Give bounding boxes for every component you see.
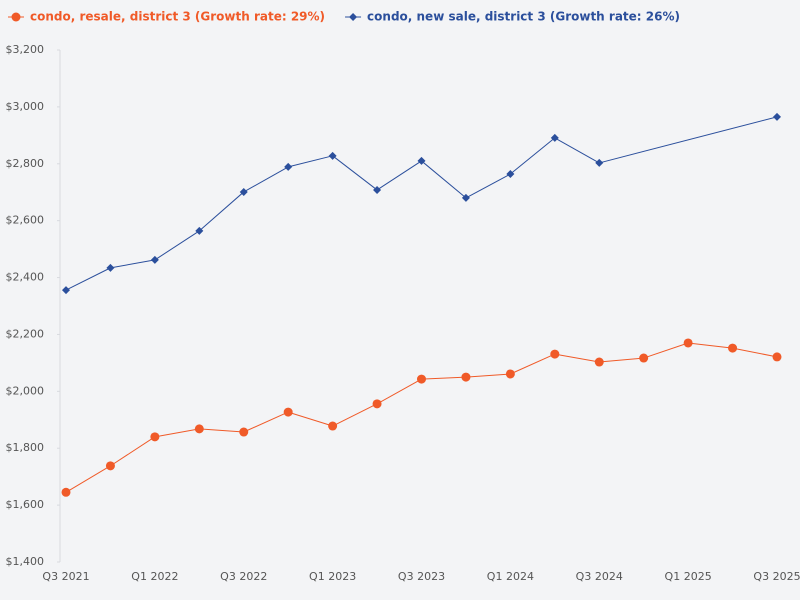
point bbox=[417, 156, 426, 165]
line-segment bbox=[198, 191, 245, 232]
line-segment bbox=[554, 353, 600, 363]
line-segment bbox=[154, 230, 200, 261]
point bbox=[594, 357, 604, 367]
x-tick-label: Q1 2022 bbox=[131, 570, 178, 583]
point bbox=[772, 352, 782, 362]
y-tick-label: $2,000 bbox=[6, 384, 45, 397]
line-segment bbox=[243, 166, 289, 193]
line-segment bbox=[465, 373, 511, 378]
point bbox=[506, 170, 515, 179]
line-segment bbox=[110, 259, 155, 269]
x-tick-label: Q1 2024 bbox=[487, 570, 534, 583]
line-segment bbox=[599, 116, 778, 164]
line-segment bbox=[110, 436, 156, 467]
point bbox=[373, 185, 382, 194]
y-tick-label: $1,400 bbox=[6, 555, 45, 568]
line-segment bbox=[510, 353, 556, 375]
line-segment bbox=[65, 267, 111, 291]
y-tick-label: $1,800 bbox=[6, 441, 45, 454]
point bbox=[239, 427, 249, 437]
point bbox=[283, 407, 293, 417]
y-tick-label: $2,600 bbox=[6, 214, 45, 227]
line-segment bbox=[288, 155, 333, 168]
point bbox=[683, 338, 693, 348]
x-tick-label: Q3 2025 bbox=[753, 570, 800, 583]
line-segment bbox=[732, 347, 778, 358]
line-segment bbox=[421, 160, 467, 199]
x-tick-label: Q1 2023 bbox=[309, 570, 356, 583]
point bbox=[639, 353, 649, 363]
point bbox=[194, 424, 204, 434]
point bbox=[239, 187, 248, 196]
point bbox=[105, 461, 115, 471]
x-tick-label: Q3 2024 bbox=[576, 570, 623, 583]
line-segment bbox=[554, 137, 600, 164]
line-segment bbox=[688, 342, 733, 349]
point bbox=[461, 372, 471, 382]
line-segment bbox=[421, 376, 466, 380]
x-tick-label: Q3 2022 bbox=[220, 570, 267, 583]
point bbox=[728, 343, 738, 353]
point bbox=[11, 12, 21, 22]
point bbox=[550, 349, 560, 359]
point bbox=[461, 193, 470, 202]
point bbox=[284, 162, 293, 171]
point bbox=[150, 432, 160, 442]
line-segment bbox=[154, 428, 200, 438]
line-segment bbox=[199, 428, 244, 433]
x-tick-label: Q1 2025 bbox=[665, 570, 712, 583]
point bbox=[372, 399, 382, 409]
y-tick-label: $2,200 bbox=[6, 327, 45, 340]
legend-label: condo, new sale, district 3 (Growth rate… bbox=[367, 10, 680, 24]
y-tick-label: $2,800 bbox=[6, 157, 45, 170]
line-segment bbox=[243, 411, 289, 433]
line-segment bbox=[465, 173, 511, 199]
point bbox=[61, 487, 71, 497]
point bbox=[550, 133, 559, 142]
line-segment bbox=[376, 378, 422, 405]
point bbox=[595, 158, 604, 167]
line-segment bbox=[510, 137, 556, 175]
point bbox=[417, 374, 426, 384]
point bbox=[349, 13, 358, 21]
line-segment bbox=[376, 160, 422, 191]
point bbox=[195, 226, 204, 235]
line-segment bbox=[643, 342, 689, 359]
y-tick-label: $3,200 bbox=[6, 43, 45, 56]
line-segment bbox=[599, 357, 644, 363]
line-segment bbox=[288, 411, 333, 427]
y-tick-label: $3,000 bbox=[6, 100, 45, 113]
point bbox=[328, 421, 338, 431]
line-segment bbox=[65, 465, 111, 493]
line-segment bbox=[332, 403, 378, 427]
x-tick-label: Q3 2021 bbox=[42, 570, 89, 583]
point bbox=[62, 286, 70, 295]
legend-label: condo, resale, district 3 (Growth rate: … bbox=[30, 10, 325, 24]
point bbox=[328, 151, 337, 160]
point bbox=[773, 112, 781, 121]
point bbox=[505, 369, 515, 379]
point bbox=[106, 263, 115, 272]
y-tick-label: $2,400 bbox=[6, 271, 45, 284]
x-tick-label: Q3 2023 bbox=[398, 570, 445, 583]
y-tick-label: $1,600 bbox=[6, 498, 45, 511]
line-segment bbox=[332, 155, 378, 191]
point bbox=[150, 255, 159, 264]
